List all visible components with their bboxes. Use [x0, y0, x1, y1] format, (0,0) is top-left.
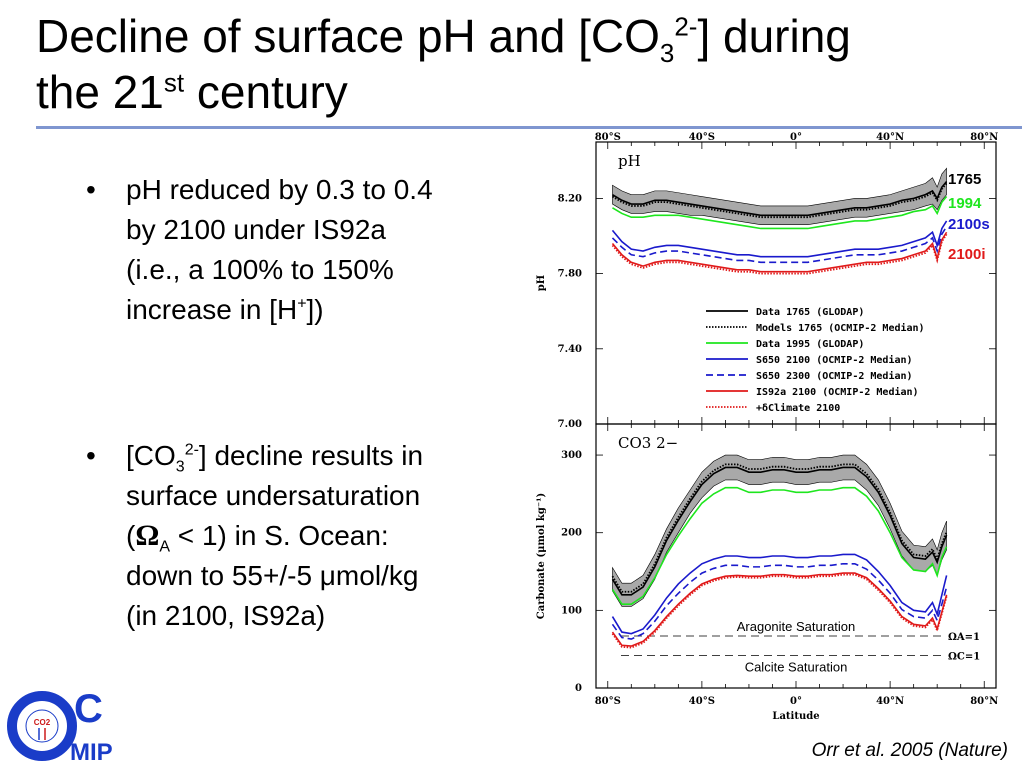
title-line-2: the 21st century	[36, 64, 996, 120]
bullet-line: surface undersaturation	[126, 480, 421, 511]
y-tick-label: 300	[561, 450, 582, 461]
y-tick-label: 100	[561, 605, 582, 616]
bullet-dot: •	[86, 174, 96, 205]
x-tick-label: 40°N	[876, 132, 904, 143]
series-line	[611, 226, 948, 264]
title-text: Decline of surface pH and [CO	[36, 10, 660, 62]
title-underline	[36, 126, 1022, 129]
bullet-line: by 2100 under IS92a	[126, 214, 386, 245]
logo-ring	[7, 691, 77, 761]
series-line	[611, 553, 948, 635]
x-tick-label: 80°S	[595, 696, 621, 707]
bullet-line: pH reduced by 0.3 to 0.4	[126, 174, 433, 205]
series-line	[611, 231, 948, 273]
bullet-text: increase in [H	[126, 294, 298, 325]
bullet-text: ] decline results in	[198, 440, 424, 471]
bullet-list: • pH reduced by 0.3 to 0.4 by 2100 under…	[86, 170, 526, 636]
x-tick-label: 80°N	[970, 696, 998, 707]
legend-entry: IS92a 2100 (OCMIP-2 Median)	[756, 386, 919, 398]
legend-entry: S650 2300 (OCMIP-2 Median)	[756, 370, 913, 382]
y-tick-label: 8.20	[558, 193, 582, 204]
y-tick-label: 7.80	[558, 269, 582, 280]
x-tick-label: 40°S	[689, 696, 715, 707]
series-end-label: 2100s	[948, 216, 990, 233]
bullet-line: down to 55+/-5 μmol/kg	[126, 560, 419, 591]
bullet-item-carbonate: • [CO32-] decline results in surface und…	[86, 436, 526, 636]
title-superscript: st	[163, 67, 185, 98]
series-line	[612, 180, 948, 217]
x-tick-label: 40°N	[876, 696, 904, 707]
series-line	[611, 562, 948, 640]
logo-badge-text: CO2	[34, 718, 51, 727]
series-end-label: 1994	[948, 195, 982, 212]
x-tick-label: 0°	[790, 696, 802, 707]
series-line	[611, 233, 948, 275]
title-superscript: 2-	[674, 11, 698, 42]
y-axis-label: Carbonate (μmol kg⁻¹)	[536, 493, 547, 619]
x-tick-label: 40°S	[689, 132, 715, 143]
slide-title: Decline of surface pH and [CO32-] during…	[36, 8, 996, 120]
x-tick-label: 80°S	[595, 132, 621, 143]
title-subscript: 3	[659, 38, 675, 69]
ocmip-logo: CO2 C MIP	[4, 680, 124, 766]
legend-entry: Data 1765 (GLODAP)	[756, 307, 864, 318]
series-line	[611, 220, 948, 258]
series-line	[612, 196, 948, 230]
x-tick-label: 0°	[790, 132, 802, 143]
aragonite-label: Aragonite Saturation	[737, 619, 856, 634]
bullet-subscript: 3	[175, 458, 185, 476]
series-line	[611, 573, 948, 649]
legend-entry: Data 1995 (GLODAP)	[756, 339, 864, 350]
logo-letter-c: C	[74, 687, 103, 731]
y-tick-label: 7.00	[558, 419, 582, 430]
uncertainty-band	[612, 167, 947, 226]
y-tick-label: 7.40	[558, 344, 582, 355]
bullet-superscript: +	[297, 295, 307, 313]
title-text: ] during	[697, 10, 851, 62]
y-tick-label: 0	[575, 683, 582, 694]
series-line	[611, 572, 948, 647]
panel-label: pH	[618, 152, 641, 170]
bullet-dot: •	[86, 440, 96, 471]
citation: Orr et al. 2005 (Nature)	[811, 740, 1008, 761]
calcite-label: Calcite Saturation	[745, 659, 848, 674]
x-tick-label: 80°N	[970, 132, 998, 143]
bullet-text: ])	[306, 294, 324, 325]
title-text: the 21	[36, 66, 164, 118]
series-line	[611, 466, 948, 596]
logo-letters-mip: MIP	[70, 739, 113, 766]
bullet-text: [CO	[126, 440, 176, 471]
ocmip-logo-graphic: CO2 C MIP	[7, 687, 113, 766]
chart-figure: 7.00 7.40 7.80 8.20 pH pH 0 100 200 300 ΩA=1 ΩC=1 Ar…	[524, 132, 1024, 732]
bullet-line: (i.e., a 100% to 150%	[126, 254, 394, 285]
omega-symbol: Ω	[135, 519, 160, 552]
bullet-line: [CO32-] decline results in	[126, 436, 526, 476]
saturation-tag: ΩC=1	[948, 651, 980, 662]
legend-entry: Models 1765 (OCMIP-2 Median)	[756, 322, 925, 334]
series-end-label: 1765	[948, 171, 981, 188]
bullet-subscript: A	[159, 538, 171, 556]
bullet-text: (	[126, 520, 136, 551]
bullet-text: < 1) in S. Ocean:	[170, 520, 389, 551]
legend-entry: +δClimate 2100	[756, 402, 840, 414]
title-line-1: Decline of surface pH and [CO32-] during	[36, 8, 996, 66]
y-tick-label: 200	[561, 528, 582, 539]
bullet-item-ph: • pH reduced by 0.3 to 0.4 by 2100 under…	[86, 170, 526, 330]
title-text: century	[184, 66, 348, 118]
bullet-line: increase in [H+])	[126, 290, 526, 330]
legend-entry: S650 2100 (OCMIP-2 Median)	[756, 354, 913, 366]
bullet-superscript: 2-	[184, 441, 199, 459]
bullet-line: (in 2100, IS92a)	[126, 600, 326, 631]
bullet-line: (ΩA < 1) in S. Ocean:	[126, 516, 526, 556]
saturation-tag: ΩA=1	[948, 632, 980, 643]
series-end-label: 2100i	[948, 246, 986, 263]
logo-badge	[25, 709, 59, 743]
x-axis-label: Latitude	[772, 711, 819, 722]
chart-svg: 7.00 7.40 7.80 8.20 pH pH 0 100 200 300 ΩA=1 ΩC=1 Ar…	[536, 132, 998, 722]
series-line	[611, 486, 948, 605]
panel-label: CO3 2−	[618, 434, 678, 452]
series-line	[611, 463, 948, 593]
y-axis-label: pH	[536, 275, 547, 291]
